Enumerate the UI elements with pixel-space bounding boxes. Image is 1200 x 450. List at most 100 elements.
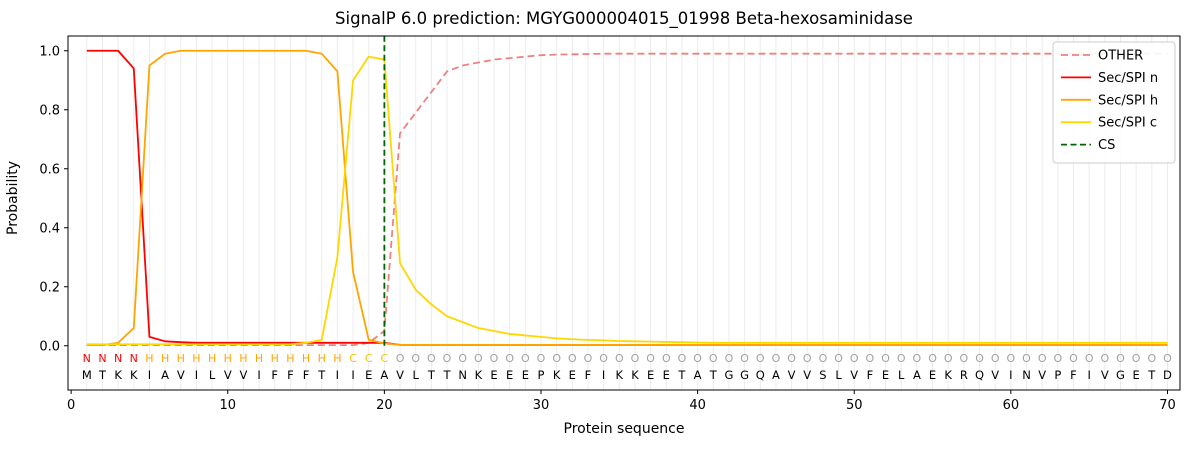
plot-border xyxy=(67,35,1181,391)
residue-letter: M xyxy=(82,368,92,382)
series-group xyxy=(86,36,1168,347)
region-label-letter: O xyxy=(1022,352,1031,365)
x-tick-label: 40 xyxy=(689,398,706,413)
residue-letter: I xyxy=(195,368,198,382)
region-label-letter: O xyxy=(1007,352,1016,365)
residue-letter: N xyxy=(1022,368,1031,382)
residue-letter: T xyxy=(709,368,718,382)
residue-letter: V xyxy=(239,368,247,382)
residue-letter: F xyxy=(287,368,294,382)
y-tick-label: 0.4 xyxy=(39,221,60,236)
residue-letter: L xyxy=(412,368,419,382)
y-tick-label: 0.6 xyxy=(39,162,60,177)
y-tick-label: 0.0 xyxy=(39,339,60,354)
region-label-letter: O xyxy=(866,352,875,365)
region-label-letter: H xyxy=(161,352,169,365)
region-label-letter: N xyxy=(83,352,91,365)
residue-letter: V xyxy=(224,368,232,382)
residue-letter: E xyxy=(522,368,529,382)
region-label-letter: O xyxy=(411,352,420,365)
region-label-letter: O xyxy=(568,352,577,365)
residue-letter: K xyxy=(130,368,138,382)
residue-letter: E xyxy=(569,368,576,382)
region-label-letter: O xyxy=(1147,352,1156,365)
residue-letter: G xyxy=(1116,368,1125,382)
residue-letter: G xyxy=(724,368,733,382)
region-label-letter: O xyxy=(427,352,436,365)
region-label-letter: H xyxy=(271,352,279,365)
gridlines-group xyxy=(86,36,1168,390)
region-label-letter: O xyxy=(928,352,937,365)
residue-letter: L xyxy=(898,368,905,382)
x-tick-label: 60 xyxy=(1003,398,1020,413)
residue-letter: I xyxy=(257,368,260,382)
region-label-letter: O xyxy=(897,352,906,365)
series-line-sec-spi-n xyxy=(86,49,1168,346)
region-label-letter: O xyxy=(584,352,593,365)
region-label-letter: O xyxy=(944,352,953,365)
series-line-other xyxy=(86,52,1168,347)
region-label-letter: O xyxy=(1100,352,1109,365)
region-label-letter: H xyxy=(333,352,341,365)
region-label-letter: H xyxy=(318,352,326,365)
residue-letter: G xyxy=(740,368,749,382)
region-label-letter: N xyxy=(98,352,106,365)
region-label-letter: O xyxy=(458,352,467,365)
residue-letter: K xyxy=(475,368,483,382)
residue-letter: E xyxy=(490,368,497,382)
residue-letter: Q xyxy=(756,368,765,382)
residue-letter: K xyxy=(944,368,952,382)
region-label-letter: O xyxy=(552,352,561,365)
legend-label-cs: CS xyxy=(1098,138,1115,153)
residue-letter: S xyxy=(819,368,826,382)
axes-group: 0.0 0.2 0.4 0.6 0.8 1.0 0 10 20 30 40 50 60 70 xyxy=(39,35,1181,413)
residue-letter: I xyxy=(1009,368,1012,382)
residue-letter: N xyxy=(458,368,467,382)
x-axis-label: Protein sequence xyxy=(564,421,685,437)
region-label-letter: O xyxy=(505,352,514,365)
residue-letter: V xyxy=(1101,368,1109,382)
chart-title: SignalP 6.0 prediction: MGYG000004015_01… xyxy=(335,9,913,29)
residue-letter: I xyxy=(351,368,354,382)
region-label-letter: O xyxy=(1038,352,1047,365)
region-label-letter: O xyxy=(913,352,922,365)
residue-letter: K xyxy=(631,368,639,382)
region-label-letter: H xyxy=(145,352,153,365)
region-label-letter: C xyxy=(349,352,357,365)
residue-letter: L xyxy=(835,368,842,382)
legend-box xyxy=(1052,41,1176,164)
region-label-letter: O xyxy=(474,352,483,365)
sequence-letters-group: NMNTNKNKHIHAHVHIHLHVHVHIHFHFHFHTHICICECA… xyxy=(82,352,1172,382)
region-label-letter: O xyxy=(850,352,859,365)
region-label-letter: O xyxy=(772,352,781,365)
residue-letter: V xyxy=(850,368,858,382)
region-label-letter: O xyxy=(662,352,671,365)
residue-letter: I xyxy=(602,368,605,382)
y-tick-label: 0.2 xyxy=(39,280,60,295)
region-label-letter: O xyxy=(1163,352,1172,365)
residue-letter: K xyxy=(114,368,122,382)
region-label-letter: O xyxy=(834,352,843,365)
x-tick-label: 70 xyxy=(1159,398,1176,413)
y-axis-label: Probability xyxy=(5,161,21,235)
region-label-letter: O xyxy=(521,352,530,365)
region-label-letter: C xyxy=(365,352,373,365)
region-label-letter: O xyxy=(1069,352,1078,365)
region-label-letter: O xyxy=(443,352,452,365)
region-label-letter: O xyxy=(756,352,765,365)
residue-letter: V xyxy=(991,368,999,382)
legend-label-sec-spi-n: Sec/SPI n xyxy=(1098,71,1158,86)
residue-letter: V xyxy=(1038,368,1046,382)
residue-letter: F xyxy=(303,368,310,382)
residue-letter: P xyxy=(538,368,545,382)
region-label-letter: O xyxy=(725,352,734,365)
residue-letter: K xyxy=(553,368,561,382)
x-tick-label: 10 xyxy=(219,398,236,413)
region-label-letter: H xyxy=(208,352,216,365)
residue-letter: A xyxy=(161,368,169,382)
region-label-letter: O xyxy=(396,352,405,365)
x-tick-label: 0 xyxy=(67,398,75,413)
region-label-letter: H xyxy=(239,352,247,365)
